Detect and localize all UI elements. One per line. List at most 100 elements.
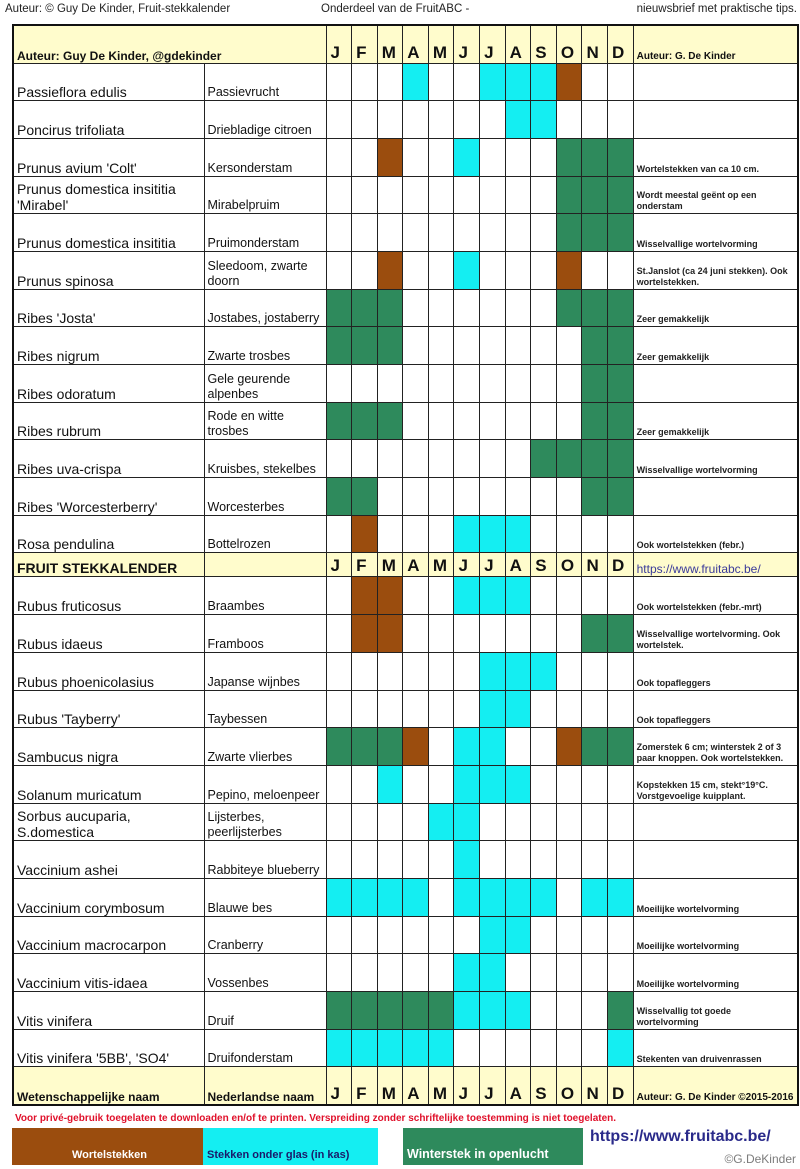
plant-row: Solanum muricatum Pepino, meloenpeer Kopst… (12, 764, 799, 804)
month-cell-empty (530, 1028, 557, 1068)
scientific-name: Prunus spinosa (12, 250, 205, 290)
month-cell-empty (376, 689, 404, 729)
month-cell-empty (402, 651, 429, 691)
month-header: J (479, 1066, 506, 1106)
month-cell-empty (376, 175, 404, 215)
plant-row: Ribes 'Josta' Jostabes, jostaberry Zeer ge… (12, 288, 799, 328)
scientific-name: Solanum muricatum (12, 764, 205, 804)
month-cell-empty (402, 326, 429, 365)
dutch-name: Braambes (203, 576, 327, 616)
month-cell-winter-cutting (607, 401, 634, 441)
month-cell-empty (504, 364, 532, 403)
month-cell-empty (351, 213, 378, 252)
month-cell-winter-cutting (376, 288, 404, 328)
month-cell-winter-cutting (402, 991, 429, 1030)
month-cell-empty (427, 213, 455, 252)
month-cell-empty (530, 288, 557, 328)
month-cell-empty (581, 840, 609, 879)
month-header: O (555, 552, 583, 578)
month-cell-winter-cutting (581, 401, 609, 441)
month-cell-winter-cutting (325, 477, 353, 516)
month-cell-empty (530, 401, 557, 441)
month-cell-empty (453, 100, 481, 139)
scientific-name: Ribes 'Worcesterberry' (12, 477, 205, 516)
scientific-name: Rosa pendulina (12, 514, 205, 554)
dutch-name: Rode en witte trosbes (203, 401, 327, 441)
month-cell-empty (351, 364, 378, 403)
month-cell-empty (504, 840, 532, 879)
scientific-name: Ribes rubrum (12, 401, 205, 441)
month-cell-glass-cutting (453, 137, 481, 177)
month-header: J (325, 552, 353, 578)
plant-row: Prunus domestica insititia Pruimonderstam… (12, 213, 799, 252)
dutch-name: Gele geurende alpenbes (203, 364, 327, 403)
month-cell-glass-cutting (479, 651, 506, 691)
dutch-name: Framboos (203, 614, 327, 653)
month-header: S (530, 552, 557, 578)
month-cell-empty (504, 953, 532, 992)
note: Moeilijke wortelvorming (632, 953, 799, 992)
month-cell-empty (325, 915, 353, 955)
month-cell-empty (427, 953, 455, 992)
month-cell-empty (427, 439, 455, 479)
month-cell-empty (351, 953, 378, 992)
month-cell-empty (504, 477, 532, 516)
month-cell-winter-cutting (607, 991, 634, 1030)
month-cell-winter-cutting (376, 401, 404, 441)
dutch-name: Kruisbes, stekelbes (203, 439, 327, 479)
website-link[interactable]: https://www.fruitabc.be/ (590, 1128, 771, 1145)
month-cell-empty (504, 727, 532, 766)
usage-warning: Voor privé-gebruik toegelaten te downloa… (15, 1113, 617, 1124)
month-cell-winter-cutting (325, 288, 353, 328)
month-cell-empty (402, 614, 429, 653)
month-cell-empty (555, 364, 583, 403)
month-cell-empty (453, 326, 481, 365)
month-cell-glass-cutting (325, 1028, 353, 1068)
note (632, 100, 799, 139)
month-cell-empty (325, 953, 353, 992)
month-cell-empty (530, 764, 557, 804)
month-header: J (479, 552, 506, 578)
month-cell-empty (530, 514, 557, 554)
scientific-name: Poncirus trifoliata (12, 100, 205, 139)
month-cell-empty (427, 62, 455, 102)
month-header: S (530, 24, 557, 64)
month-cell-empty (402, 915, 429, 955)
month-cell-empty (479, 364, 506, 403)
month-cell-empty (581, 915, 609, 955)
month-cell-empty (479, 288, 506, 328)
month-cell-winter-cutting (607, 727, 634, 766)
month-cell-winter-cutting (351, 727, 378, 766)
month-cell-glass-cutting (479, 764, 506, 804)
month-cell-empty (376, 651, 404, 691)
month-cell-empty (427, 175, 455, 215)
month-cell-empty (530, 689, 557, 729)
note (632, 364, 799, 403)
month-cell-glass-cutting (479, 689, 506, 729)
plant-row: Sambucus nigra Zwarte vlierbes Zomerstek 6… (12, 727, 799, 766)
dutch-name: Bottelrozen (203, 514, 327, 554)
month-cell-empty (479, 326, 506, 365)
month-header: N (581, 24, 609, 64)
month-cell-empty (402, 477, 429, 516)
note (632, 62, 799, 102)
month-cell-empty (504, 1028, 532, 1068)
dutch-name: Vossenbes (203, 953, 327, 992)
month-cell-winter-cutting (376, 326, 404, 365)
month-cell-glass-cutting (402, 877, 429, 917)
month-cell-empty (555, 576, 583, 616)
month-cell-empty (555, 477, 583, 516)
month-cell-empty (402, 689, 429, 729)
month-cell-winter-cutting (376, 727, 404, 766)
legend-website-link[interactable]: https://www.fruitabc.be/ (590, 1128, 800, 1146)
plant-row: Ribes 'Worcesterberry' Worcesterbes (12, 477, 799, 516)
plant-row: Poncirus trifoliata Driebladige citroen (12, 100, 799, 139)
month-cell-empty (504, 401, 532, 441)
month-cell-empty (427, 401, 455, 441)
scientific-name: Rubus fruticosus (12, 576, 205, 616)
month-cell-empty (555, 689, 583, 729)
month-header: A (504, 24, 532, 64)
month-cell-empty (427, 651, 455, 691)
month-cell-empty (325, 213, 353, 252)
scientific-name: Prunus avium 'Colt' (12, 137, 205, 177)
